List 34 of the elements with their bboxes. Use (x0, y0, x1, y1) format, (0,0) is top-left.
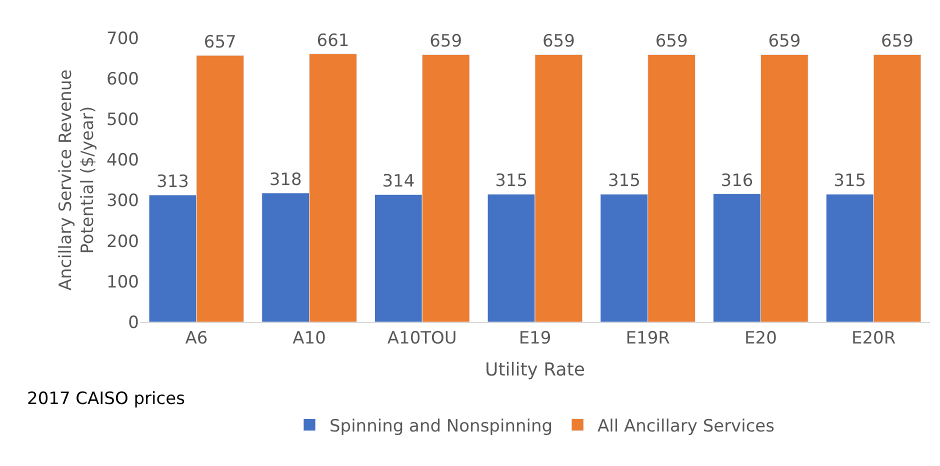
legend-label: All Ancillary Services (598, 416, 775, 436)
y-tick-label: 700 (106, 28, 139, 49)
x-tick-label: E20 (744, 328, 777, 348)
data-label: 318 (269, 170, 302, 190)
x-axis-title: Utility Rate (485, 360, 585, 380)
y-tick-label: 300 (106, 191, 139, 212)
data-label: 661 (316, 30, 350, 51)
data-label: 315 (608, 171, 640, 192)
x-tick-label: A10TOU (387, 328, 457, 348)
data-label: 316 (720, 170, 754, 191)
x-tick-label: E19 (518, 328, 552, 348)
x-tick-label: A6 (185, 328, 208, 348)
y-axis-title: Ancillary Service Revenue Potential ($/year) (56, 69, 98, 291)
y-tick-label: 600 (106, 70, 139, 90)
data-label: 659 (655, 32, 688, 52)
data-label: 315 (495, 171, 528, 192)
data-label: 315 (834, 171, 866, 192)
y-tick-label: 100 (106, 272, 139, 292)
data-label: 659 (430, 32, 462, 52)
data-label: 314 (382, 172, 415, 192)
x-tick-label: E19R (626, 328, 670, 348)
y-tick-label: 200 (106, 232, 139, 252)
x-tick-label: A10 (292, 328, 326, 348)
data-label: 659 (542, 32, 575, 52)
y-tick-label: 400 (106, 150, 139, 171)
data-label: 659 (768, 32, 801, 52)
y-tick-label: 500 (106, 110, 139, 130)
x-tick-label: E20R (851, 328, 896, 348)
text: 2017 CAISO prices (27, 389, 186, 409)
legend-label: Spinning and Nonspinning (330, 416, 553, 436)
data-label: 313 (156, 172, 189, 192)
data-label: 659 (881, 32, 914, 52)
y-tick-label: 0 (128, 312, 139, 333)
data-label: 657 (204, 32, 236, 52)
